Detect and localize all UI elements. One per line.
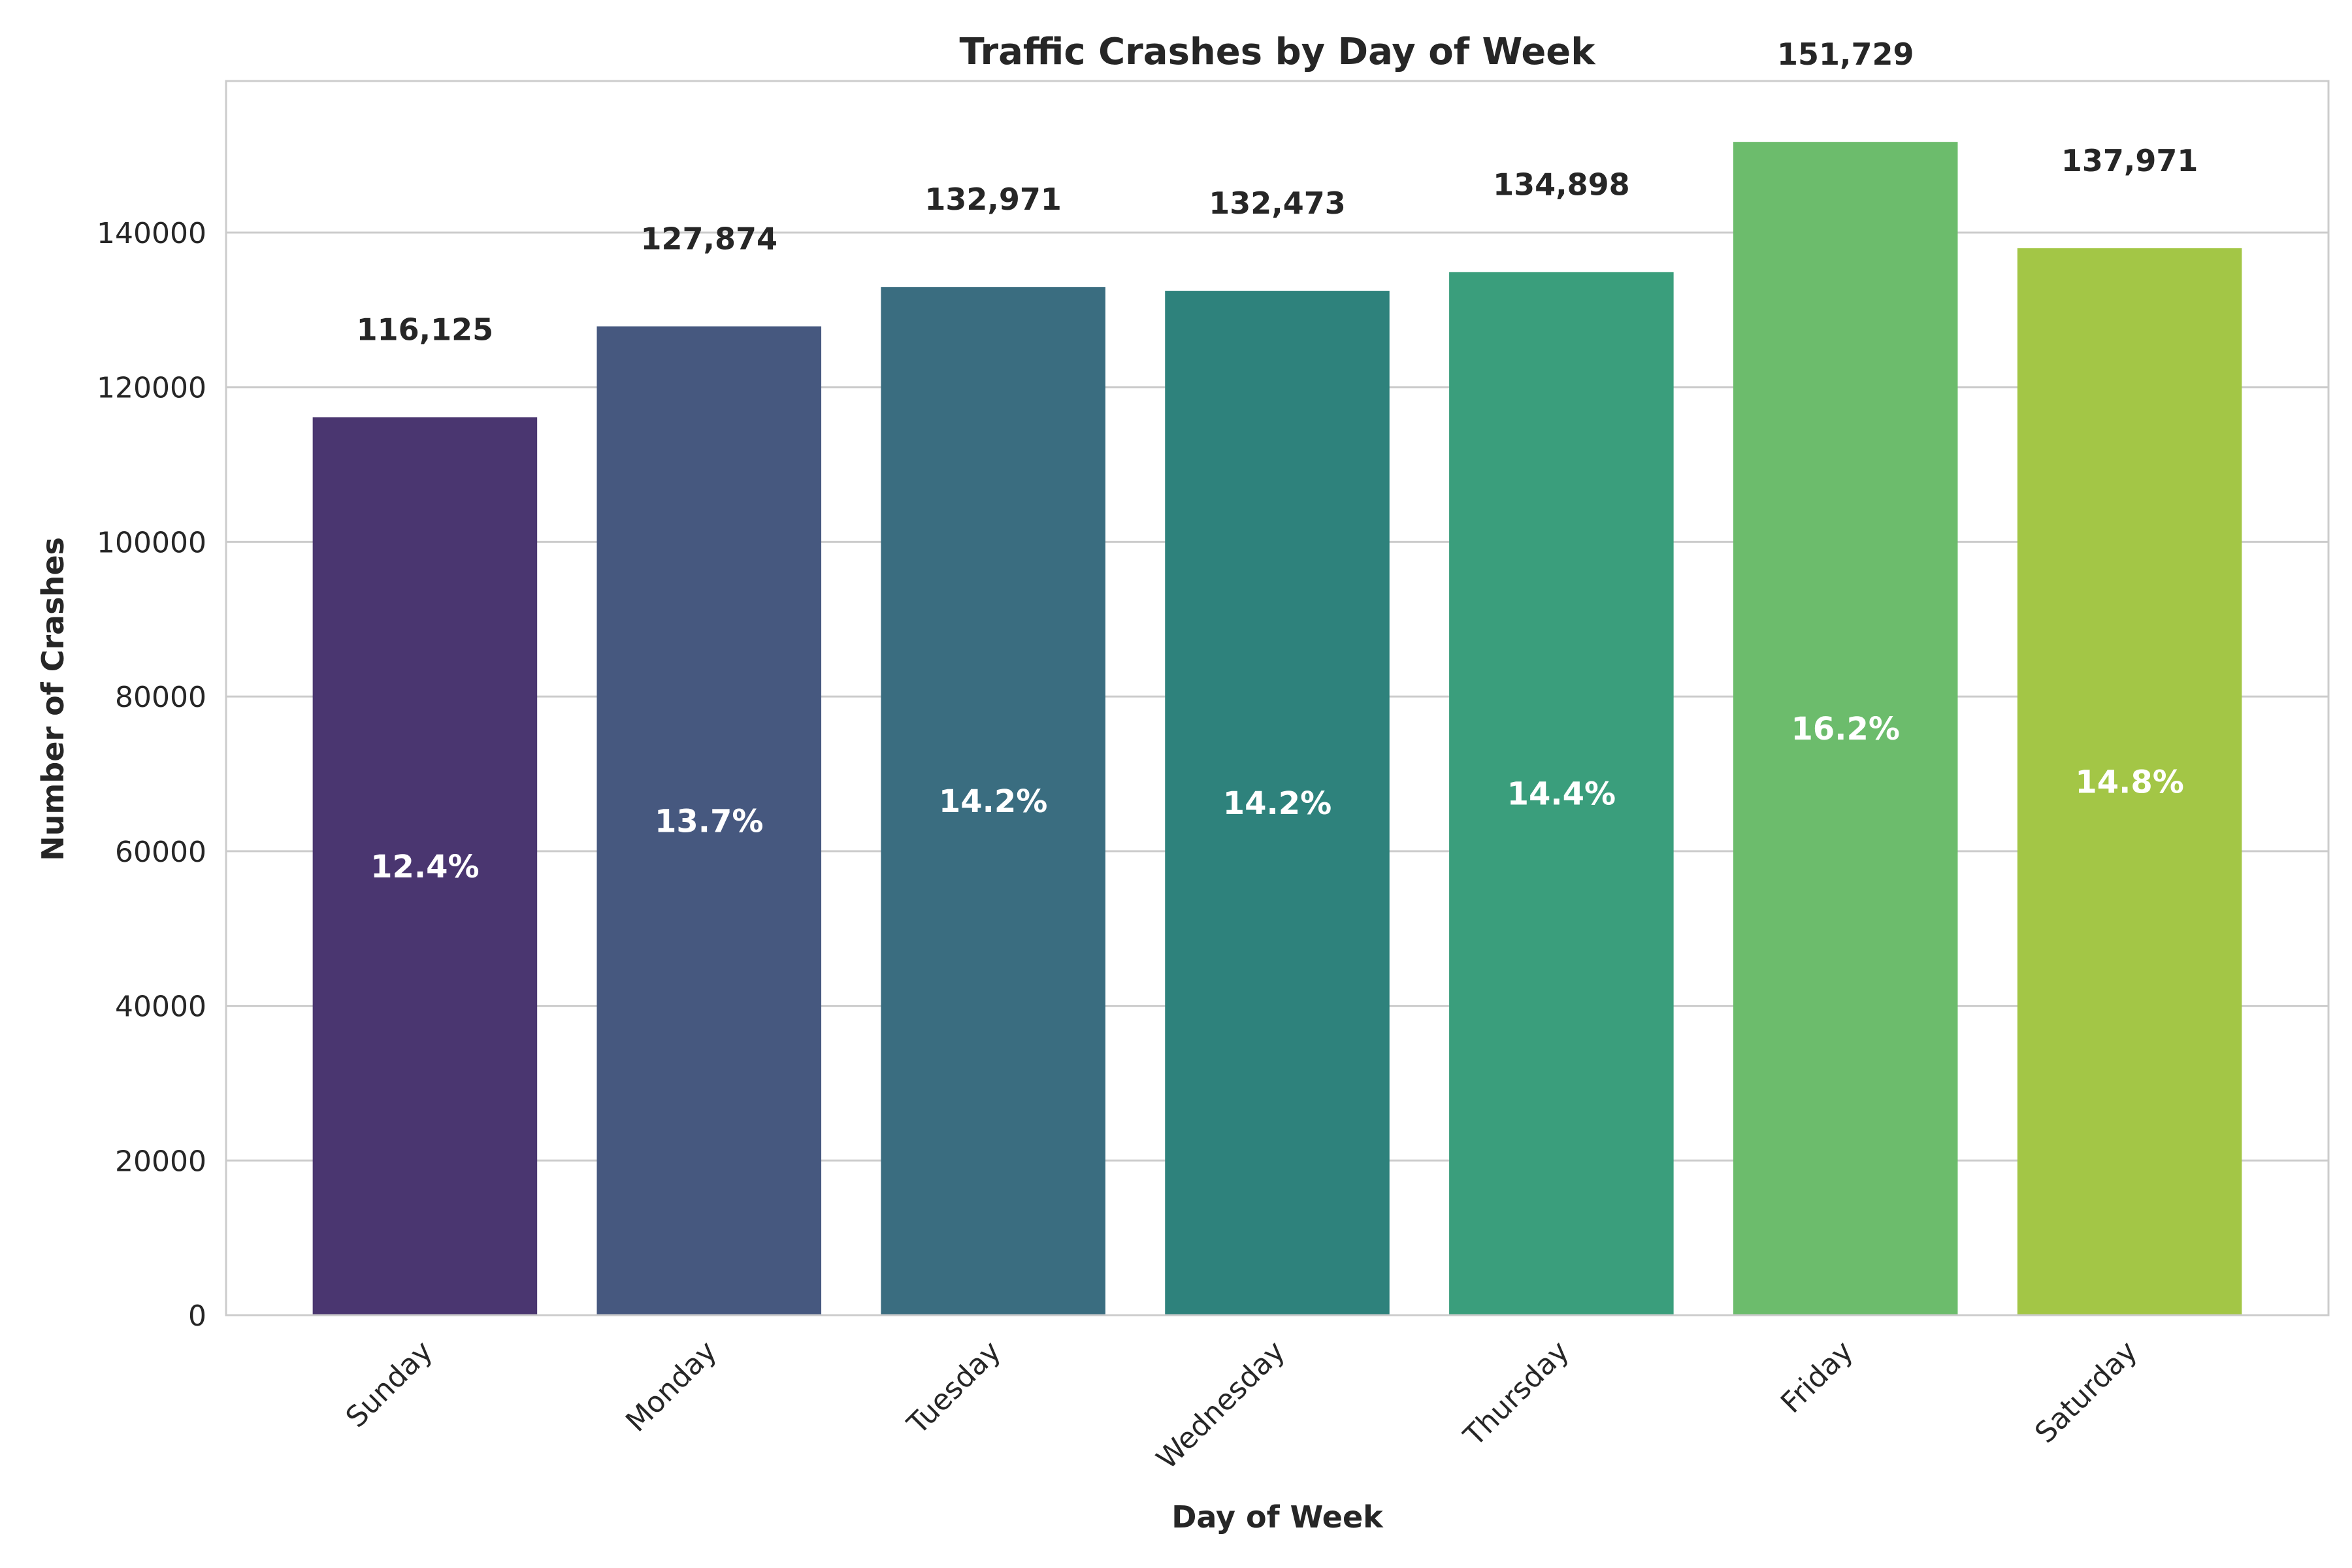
value-label: 134,898	[1493, 167, 1630, 202]
percent-label: 16.2%	[1791, 711, 1900, 747]
x-axis-title: Day of Week	[1171, 1499, 1384, 1535]
bar-friday	[1733, 142, 1958, 1315]
data-labels: 116,125 12.4% 127,874 13.7% 132,971 14.2% 132,…	[357, 37, 2198, 885]
plot-frame	[225, 80, 2330, 1316]
y-tick-label: 40000	[115, 990, 206, 1024]
value-label: 132,473	[1209, 186, 1346, 221]
y-tick-label: 20000	[115, 1145, 206, 1178]
chart-title: Traffic Crashes by Day of Week	[959, 31, 1596, 73]
bar-sunday	[312, 417, 538, 1315]
y-tick-label: 120000	[97, 372, 206, 405]
bar-wednesday	[1165, 291, 1390, 1316]
bar-tuesday	[881, 287, 1105, 1316]
percent-label: 14.4%	[1507, 776, 1616, 813]
percent-label: 14.8%	[2075, 764, 2184, 800]
bar-saturday	[2017, 248, 2242, 1316]
value-label: 151,729	[1777, 37, 1914, 72]
percent-label: 13.7%	[655, 803, 764, 840]
bar-monday	[596, 326, 822, 1315]
y-tick-label: 60000	[115, 836, 206, 869]
y-tick-label: 140000	[97, 217, 206, 250]
y-tick-label: 0	[188, 1299, 206, 1333]
value-label: 127,874	[641, 221, 778, 257]
percent-label: 14.2%	[939, 783, 1048, 820]
value-label: 137,971	[2061, 143, 2198, 178]
value-label: 116,125	[357, 312, 494, 348]
percent-label: 14.2%	[1223, 785, 1332, 822]
percent-label: 12.4%	[370, 849, 480, 885]
y-tick-label: 80000	[115, 681, 206, 714]
y-tick-label: 100000	[97, 526, 206, 559]
bar-thursday	[1449, 272, 1674, 1315]
y-axis-title: Number of Crashes	[35, 537, 71, 861]
value-label: 132,971	[924, 182, 1062, 217]
bars	[312, 142, 2242, 1316]
